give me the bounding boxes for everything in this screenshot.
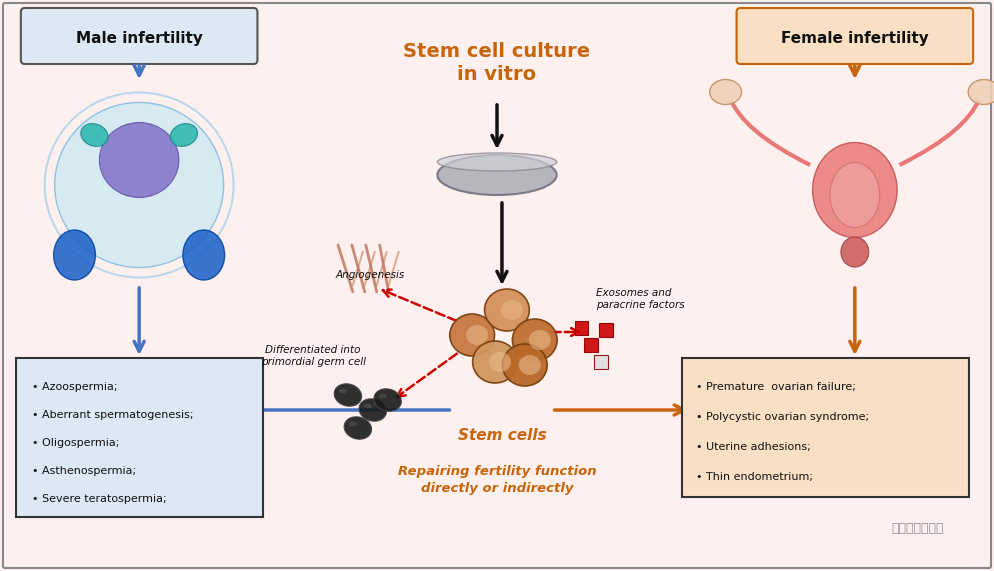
Ellipse shape (364, 404, 372, 408)
Text: • Premature  ovarian failure;: • Premature ovarian failure; (696, 382, 856, 392)
Text: • Thin endometrium;: • Thin endometrium; (696, 472, 813, 482)
Text: • Aberrant spermatogenesis;: • Aberrant spermatogenesis; (32, 410, 193, 420)
Ellipse shape (710, 79, 742, 104)
Ellipse shape (449, 314, 495, 356)
Bar (599, 323, 613, 337)
Ellipse shape (170, 123, 198, 146)
Ellipse shape (99, 123, 179, 198)
FancyBboxPatch shape (682, 358, 969, 497)
Bar (594, 355, 608, 369)
Text: Male infertility: Male infertility (76, 30, 203, 46)
Text: Exosomes and
paracrine factors: Exosomes and paracrine factors (596, 288, 685, 311)
Ellipse shape (473, 341, 517, 383)
Text: Angiogenesis: Angiogenesis (336, 270, 406, 280)
Text: • Severe teratospermia;: • Severe teratospermia; (32, 494, 166, 504)
Ellipse shape (813, 143, 898, 238)
Ellipse shape (334, 384, 362, 406)
FancyBboxPatch shape (16, 358, 263, 517)
Ellipse shape (81, 123, 108, 146)
Ellipse shape (529, 330, 551, 350)
Text: Repairing fertility function
directly or indirectly: Repairing fertility function directly or… (398, 465, 596, 495)
Bar (575, 321, 588, 335)
Ellipse shape (349, 421, 357, 427)
Ellipse shape (54, 230, 95, 280)
Ellipse shape (437, 155, 557, 195)
FancyBboxPatch shape (3, 3, 991, 568)
Ellipse shape (55, 103, 224, 267)
Ellipse shape (374, 389, 402, 411)
Ellipse shape (501, 300, 523, 320)
Text: • Polycystic ovarian syndrome;: • Polycystic ovarian syndrome; (696, 412, 869, 422)
Text: • Uterine adhesions;: • Uterine adhesions; (696, 442, 810, 452)
Ellipse shape (485, 289, 529, 331)
Ellipse shape (519, 355, 541, 375)
Ellipse shape (489, 352, 511, 372)
Ellipse shape (344, 417, 372, 439)
Ellipse shape (466, 325, 488, 345)
Ellipse shape (841, 237, 869, 267)
Text: 干细胞与外泌体: 干细胞与外泌体 (892, 522, 944, 535)
Bar (584, 338, 598, 352)
Ellipse shape (359, 399, 387, 421)
Ellipse shape (379, 393, 387, 399)
Ellipse shape (968, 79, 994, 104)
Text: Differentiated into
primordial germ cell: Differentiated into primordial germ cell (260, 345, 366, 367)
Text: Stem cells: Stem cells (457, 428, 547, 443)
Text: Stem cell culture
in vitro: Stem cell culture in vitro (404, 42, 590, 85)
FancyBboxPatch shape (737, 8, 973, 64)
Ellipse shape (339, 388, 347, 393)
Text: • Azoospermia;: • Azoospermia; (32, 382, 117, 392)
Text: • Asthenospermia;: • Asthenospermia; (32, 466, 136, 476)
Text: • Oligospermia;: • Oligospermia; (32, 438, 119, 448)
Ellipse shape (183, 230, 225, 280)
Ellipse shape (503, 344, 548, 386)
FancyBboxPatch shape (21, 8, 257, 64)
Ellipse shape (830, 163, 880, 227)
Ellipse shape (513, 319, 557, 361)
Ellipse shape (437, 153, 557, 171)
Text: Female infertility: Female infertility (781, 30, 928, 46)
